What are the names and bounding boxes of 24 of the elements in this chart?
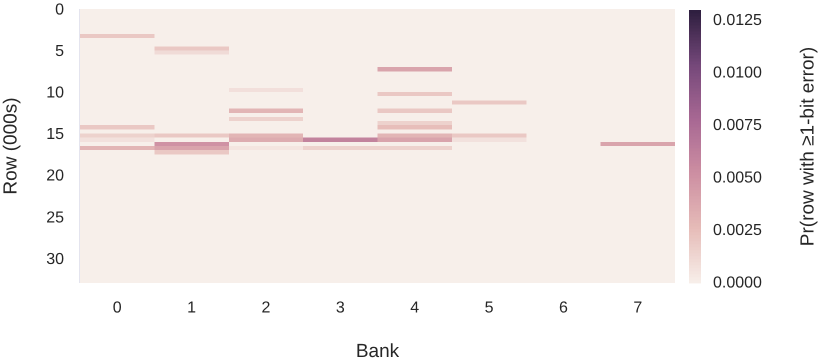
color-bar-label: 0.0025 <box>713 222 762 239</box>
x-tick-label: 0 <box>112 299 122 316</box>
x-tick-label: 4 <box>410 299 420 316</box>
x-tick-label: 3 <box>336 299 345 316</box>
color-bar-title: Pr(row with ≥1-bit error) <box>798 46 818 246</box>
x-tick-label: 1 <box>187 299 196 316</box>
x-tick-label: 6 <box>558 299 568 316</box>
y-tick-label: 15 <box>46 126 64 144</box>
color-bar-label: 0.0000 <box>713 274 762 292</box>
x-tick-label: 2 <box>261 299 270 316</box>
color-bar-label: 0.0075 <box>713 117 762 134</box>
x-tick-label: 5 <box>484 299 494 316</box>
y-tick-label: 5 <box>55 43 64 60</box>
color-bar-label: 0.0100 <box>713 64 762 82</box>
color-bar-label: 0.0050 <box>713 170 762 186</box>
y-tick-label: 10 <box>46 84 64 102</box>
y-tick-label: 20 <box>46 168 64 185</box>
x-tick-label: 7 <box>633 299 642 316</box>
y-axis-title: Row (000s) <box>0 97 22 195</box>
y-tick-label: 30 <box>46 250 64 268</box>
x-axis-title: Bank <box>356 341 400 362</box>
color-bar-label: 0.0125 <box>713 12 762 29</box>
y-tick-label: 25 <box>46 209 64 226</box>
y-tick-label: 0 <box>55 2 64 19</box>
